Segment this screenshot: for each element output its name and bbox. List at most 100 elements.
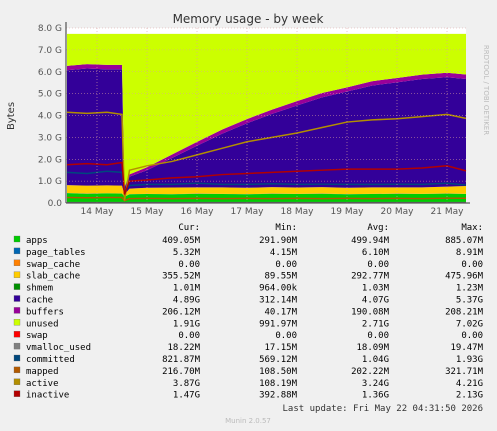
x-tick-label: 15 May: [131, 207, 165, 217]
legend-header: Min:: [275, 223, 297, 233]
legend-max: 0.00: [461, 260, 483, 270]
x-tick-label: 17 May: [231, 207, 265, 217]
legend-max: 4.21G: [456, 379, 483, 389]
x-tick-label: 21 May: [431, 207, 465, 217]
legend-min: 108.50M: [259, 367, 298, 377]
legend-cur: 1.91G: [173, 319, 200, 329]
legend-min: 312.14M: [259, 296, 298, 306]
legend-name: mapped: [26, 367, 59, 377]
area-buffers: [67, 64, 466, 188]
legend-max: 7.02G: [456, 319, 483, 329]
line-active: [66, 111, 467, 201]
legend-name: inactive: [26, 391, 69, 401]
x-tick-label: 14 May: [81, 207, 115, 217]
legend-max: 1.93G: [456, 355, 483, 365]
legend-header: Cur:: [178, 223, 200, 233]
legend-swatch: [13, 271, 21, 278]
legend-name: swap: [26, 331, 48, 341]
legend-swatch: [13, 235, 21, 243]
legend-swatch: [13, 354, 21, 362]
legend-avg: 6.10M: [362, 248, 390, 258]
legend-swatch: [13, 390, 21, 397]
side-text: RRDTOOL / TOBI OETIKER: [482, 45, 490, 135]
legend-avg: 18.09M: [356, 343, 389, 353]
y-tick-label: 3.0 G: [38, 133, 62, 143]
y-tick-label: 6.0 G: [38, 68, 62, 78]
footer: Last update: Fri May 22 04:31:50 2026: [283, 404, 483, 414]
legend-min: 392.88M: [259, 391, 298, 401]
line-mapped: [66, 196, 466, 202]
legend-avg: 202.22M: [351, 367, 390, 377]
legend-max: 321.71M: [445, 367, 484, 377]
legend-cur: 4.89G: [173, 296, 200, 306]
legend-name: active: [26, 379, 59, 389]
legend-cur: 821.87M: [162, 355, 201, 365]
legend-name: committed: [26, 355, 75, 365]
legend-cur: 409.05M: [162, 236, 201, 246]
legend-swatch: [13, 307, 21, 314]
legend-avg: 190.08M: [351, 307, 390, 317]
legend-cur: 1.01M: [173, 284, 201, 294]
x-tick-label: 16 May: [181, 207, 215, 217]
legend-name: vmalloc_used: [26, 343, 91, 353]
y-tick-label: 4.0 G: [38, 112, 62, 122]
chart-title: Memory usage - by week: [173, 12, 324, 26]
legend-max: 885.07M: [445, 236, 484, 246]
legend-min: 89.55M: [264, 272, 297, 282]
version: Munin 2.0.57: [225, 417, 271, 425]
legend-cur: 216.70M: [162, 367, 201, 377]
legend-name: slab_cache: [26, 272, 80, 282]
legend-avg: 1.36G: [362, 391, 389, 401]
legend-header: Avg:: [367, 223, 389, 233]
y-tick-label: 8.0 G: [38, 24, 62, 34]
legend-cur: 0.00: [178, 331, 200, 341]
area-unused: [67, 33, 466, 187]
y-tick-label: 1.0 G: [38, 177, 62, 187]
legend-name: swap_cache: [26, 260, 80, 270]
legend-avg: 1.04G: [362, 355, 389, 365]
y-tick-label: 5.0 G: [38, 90, 62, 100]
legend-name: apps: [26, 236, 48, 246]
x-tick-label: 20 May: [381, 207, 415, 217]
legend-max: 2.13G: [456, 391, 483, 401]
legend-swatch: [13, 283, 21, 290]
legend-swatch: [13, 342, 21, 350]
legend-max: 0.00: [461, 331, 483, 341]
legend-cur: 0.00: [178, 260, 200, 270]
legend-avg: 3.24G: [362, 379, 389, 389]
legend-avg: 499.94M: [351, 236, 390, 246]
legend-cur: 18.22M: [167, 343, 200, 353]
legend-name: buffers: [26, 307, 64, 317]
y-tick-label: 7.0 G: [38, 46, 62, 56]
legend-max: 19.47M: [450, 343, 483, 353]
legend-avg: 4.07G: [362, 296, 389, 306]
legend-min: 0.00: [275, 260, 297, 270]
legend-name: unused: [26, 319, 59, 329]
legend-min: 0.00: [275, 331, 297, 341]
legend-cur: 5.32M: [173, 248, 201, 258]
x-tick-label: 19 May: [331, 207, 365, 217]
legend-swatch: [13, 319, 21, 326]
legend-avg: 2.71G: [362, 319, 389, 329]
legend-swatch: [13, 366, 21, 374]
x-tick-label: 18 May: [281, 207, 315, 217]
legend-cur: 355.52M: [162, 272, 201, 282]
legend-avg: 1.03M: [362, 284, 390, 294]
legend-avg: 0.00: [367, 331, 389, 341]
legend: Cur: Min: Avg: Max: apps 409.05M 291.90M 499.94…: [13, 223, 484, 401]
legend-header: Max:: [461, 223, 483, 233]
plot-marks: 0.0 1.0 G 2.0 G 3.0 G 4.0 G 5.0 G 6.0 G 7.0 G 8.…: [38, 22, 470, 217]
y-tick-label: 0.0: [48, 199, 63, 209]
y-tick-label: 2.0 G: [38, 155, 62, 165]
legend-swatch: [13, 259, 21, 266]
legend-name: page_tables: [26, 248, 86, 258]
legend-min: 291.90M: [259, 236, 298, 246]
legend-avg: 292.77M: [351, 272, 390, 282]
legend-min: 17.15M: [264, 343, 297, 353]
legend-cur: 206.12M: [162, 307, 201, 317]
line-inactive: [66, 161, 467, 195]
legend-min: 964.00k: [259, 284, 298, 294]
legend-swatch: [13, 247, 21, 255]
